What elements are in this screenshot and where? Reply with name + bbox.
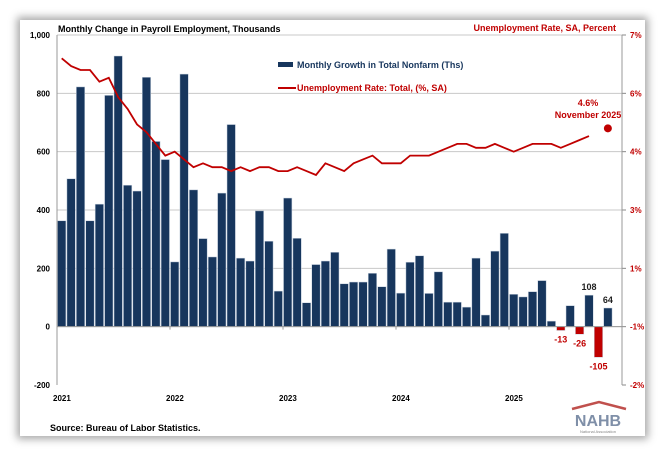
bar [377,286,387,327]
bar [57,220,67,327]
bar [556,326,566,331]
right-axis-tick-label: 1% [630,264,642,273]
bar [207,256,217,327]
bar [94,203,104,327]
bar [433,271,443,327]
bar-data-label: 108 [582,282,597,292]
left-axis-tick-label: 0 [46,323,51,332]
bar [499,233,509,327]
bar [189,189,198,327]
left-axis-tick-label: 400 [37,206,51,215]
x-axis-tick-label: 2021 [53,394,71,403]
x-axis-tick-label: 2024 [392,394,410,403]
bar [151,141,161,327]
bar [311,264,321,327]
bar [198,238,208,327]
chart-title-left: Monthly Change in Payroll Employment, Th… [58,24,281,34]
bar [405,261,415,327]
x-axis-tick-label: 2025 [505,394,523,403]
source-note: Source: Bureau of Labor Statistics. [50,423,201,433]
bar [85,220,95,327]
right-axis-tick-label: 7% [630,31,642,40]
bar [424,293,434,327]
bar [490,250,500,327]
bar [264,240,274,327]
left-axis-tick-label: 800 [37,89,51,98]
annotation-value: 4.6% [578,98,599,108]
left-axis-tick-label: 200 [37,264,51,273]
bar [358,281,368,327]
left-axis-tick-label: 600 [37,148,51,157]
bar [160,159,170,327]
left-axis-tick-label: 1,000 [30,31,51,40]
chart-title-right: Unemployment Rate, SA, Percent [473,23,616,33]
bar [462,306,472,327]
bar [509,294,519,327]
bar [349,281,359,327]
bar [292,238,302,327]
bar [255,210,264,327]
bar [104,95,114,327]
bar [575,326,585,335]
right-axis-tick-label: -1% [630,323,644,332]
nahb-logo: NAHB National Association [571,400,627,434]
bar-data-label: -26 [573,338,586,348]
bar [76,86,85,327]
bar [368,273,377,327]
bar [546,320,556,327]
bar [142,77,151,327]
bar-data-label: -13 [554,334,567,344]
bar [386,248,396,327]
bar [179,73,189,327]
bar [217,192,227,327]
svg-text:National Association: National Association [580,429,616,434]
bar [236,257,246,327]
right-axis-tick-label: 3% [630,206,642,215]
bar [320,260,330,327]
bar [245,260,255,327]
bar [415,255,424,327]
annotation-date: November 2025 [555,110,622,120]
bar [518,296,528,327]
bar [537,280,547,327]
bar [594,326,603,358]
right-axis-tick-label: 6% [630,89,642,98]
bar [565,305,575,327]
right-axis-tick-label: -2% [630,381,644,390]
bar [273,290,283,327]
x-axis-tick-label: 2023 [279,394,297,403]
bar [528,291,537,327]
legend-bar-swatch [278,62,293,67]
bar [452,301,462,327]
bar [481,314,490,327]
bar [123,184,133,327]
bar [66,178,76,327]
legend-bar-label: Monthly Growth in Total Nonfarm (Ths) [297,60,463,70]
bar-data-label: 64 [603,295,613,305]
bar [330,252,340,327]
bar [396,292,406,327]
bar [283,197,293,327]
right-axis-tick-label: 4% [630,148,642,157]
bar-data-label: -105 [589,361,607,371]
bar [471,257,481,327]
unemployment-line [61,57,590,177]
unemployment-latest-point [603,124,612,133]
svg-text:NAHB: NAHB [575,413,621,430]
bar [603,307,613,327]
bar [226,124,236,327]
bar [170,261,180,327]
legend-line-label: Unemployment Rate: Total, (%, SA) [297,83,447,93]
x-axis-tick-label: 2022 [166,394,184,403]
left-axis-tick-label: -200 [34,381,51,390]
bar [584,294,594,327]
bar [443,301,453,327]
bar [339,283,349,327]
bar [302,302,311,327]
bar [132,190,142,327]
